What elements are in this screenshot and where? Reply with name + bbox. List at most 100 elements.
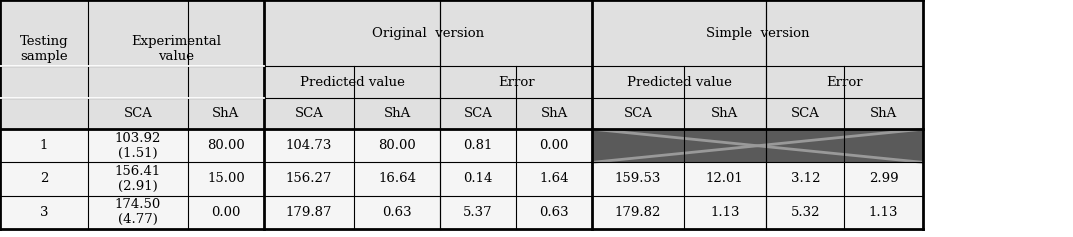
Text: 179.82: 179.82: [615, 206, 661, 219]
Text: 80.00: 80.00: [207, 139, 245, 152]
Bar: [684, 162, 766, 196]
Bar: [188, 162, 264, 196]
Bar: [188, 129, 264, 162]
Text: 2: 2: [40, 173, 48, 185]
Bar: [592, 129, 923, 162]
Bar: [516, 162, 592, 196]
Text: ShA: ShA: [541, 107, 568, 120]
Bar: [684, 129, 766, 162]
Text: 156.41
(2.91): 156.41 (2.91): [115, 165, 161, 193]
Text: 0.63: 0.63: [540, 206, 569, 219]
Bar: [844, 162, 923, 196]
Text: 15.00: 15.00: [207, 173, 245, 185]
Bar: [0, 98, 88, 129]
Bar: [844, 129, 923, 162]
Bar: [766, 66, 923, 98]
Text: 2.99: 2.99: [869, 173, 898, 185]
Text: ShA: ShA: [383, 107, 411, 120]
Bar: [766, 162, 844, 196]
Text: 0.63: 0.63: [382, 206, 412, 219]
Text: Error: Error: [498, 76, 534, 89]
Text: Predicted value: Predicted value: [627, 76, 732, 89]
Bar: [592, 98, 684, 129]
Bar: [264, 162, 354, 196]
Bar: [844, 98, 923, 129]
Bar: [88, 98, 188, 129]
Text: 0.00: 0.00: [540, 139, 569, 152]
Bar: [684, 196, 766, 229]
Bar: [766, 196, 844, 229]
Text: 5.37: 5.37: [464, 206, 493, 219]
Bar: [0, 162, 88, 196]
Text: 103.92
(1.51): 103.92 (1.51): [115, 132, 161, 160]
Text: 1.64: 1.64: [540, 173, 569, 185]
Text: ShA: ShA: [212, 107, 239, 120]
Bar: [88, 196, 188, 229]
Text: 174.50
(4.77): 174.50 (4.77): [115, 198, 161, 226]
Bar: [88, 129, 188, 162]
Text: 1: 1: [40, 139, 48, 152]
Text: 1.13: 1.13: [710, 206, 739, 219]
Text: 1.13: 1.13: [869, 206, 898, 219]
Bar: [188, 196, 264, 229]
Bar: [264, 98, 354, 129]
Bar: [0, 196, 88, 229]
Bar: [592, 196, 684, 229]
Bar: [354, 162, 440, 196]
Bar: [0, 0, 88, 98]
Text: ShA: ShA: [711, 107, 738, 120]
Text: 0.14: 0.14: [464, 173, 493, 185]
Bar: [766, 98, 844, 129]
Text: SCA: SCA: [791, 107, 820, 120]
Text: 0.81: 0.81: [464, 139, 493, 152]
Text: 16.64: 16.64: [378, 173, 416, 185]
Bar: [264, 0, 592, 66]
Bar: [516, 196, 592, 229]
Bar: [592, 162, 684, 196]
Text: 80.00: 80.00: [378, 139, 416, 152]
Text: Simple  version: Simple version: [706, 27, 809, 40]
Text: SCA: SCA: [123, 107, 152, 120]
Bar: [766, 129, 844, 162]
Bar: [354, 196, 440, 229]
Bar: [592, 129, 684, 162]
Text: 156.27: 156.27: [285, 173, 333, 185]
Bar: [88, 162, 188, 196]
Bar: [440, 196, 516, 229]
Bar: [592, 66, 766, 98]
Bar: [440, 98, 516, 129]
Bar: [264, 196, 354, 229]
Text: SCA: SCA: [623, 107, 652, 120]
Bar: [354, 98, 440, 129]
Text: Error: Error: [826, 76, 863, 89]
Text: 0.00: 0.00: [211, 206, 240, 219]
Text: 3: 3: [40, 206, 48, 219]
Bar: [440, 129, 516, 162]
Bar: [440, 162, 516, 196]
Text: ShA: ShA: [870, 107, 897, 120]
Text: 159.53: 159.53: [615, 173, 661, 185]
Bar: [684, 98, 766, 129]
Bar: [844, 196, 923, 229]
Bar: [0, 129, 88, 162]
Text: 12.01: 12.01: [706, 173, 744, 185]
Text: Testing
sample: Testing sample: [19, 35, 69, 63]
Bar: [88, 0, 264, 98]
Bar: [592, 0, 923, 66]
Text: Predicted value: Predicted value: [299, 76, 405, 89]
Text: Original  version: Original version: [372, 27, 484, 40]
Bar: [516, 129, 592, 162]
Text: SCA: SCA: [464, 107, 493, 120]
Text: Experimental
value: Experimental value: [131, 35, 221, 63]
Text: SCA: SCA: [295, 107, 323, 120]
Bar: [264, 66, 440, 98]
Text: 179.87: 179.87: [285, 206, 333, 219]
Bar: [440, 66, 592, 98]
Bar: [188, 98, 264, 129]
Text: 3.12: 3.12: [791, 173, 820, 185]
Bar: [264, 129, 354, 162]
Bar: [516, 98, 592, 129]
Text: 104.73: 104.73: [285, 139, 333, 152]
Text: 5.32: 5.32: [791, 206, 820, 219]
Bar: [354, 129, 440, 162]
